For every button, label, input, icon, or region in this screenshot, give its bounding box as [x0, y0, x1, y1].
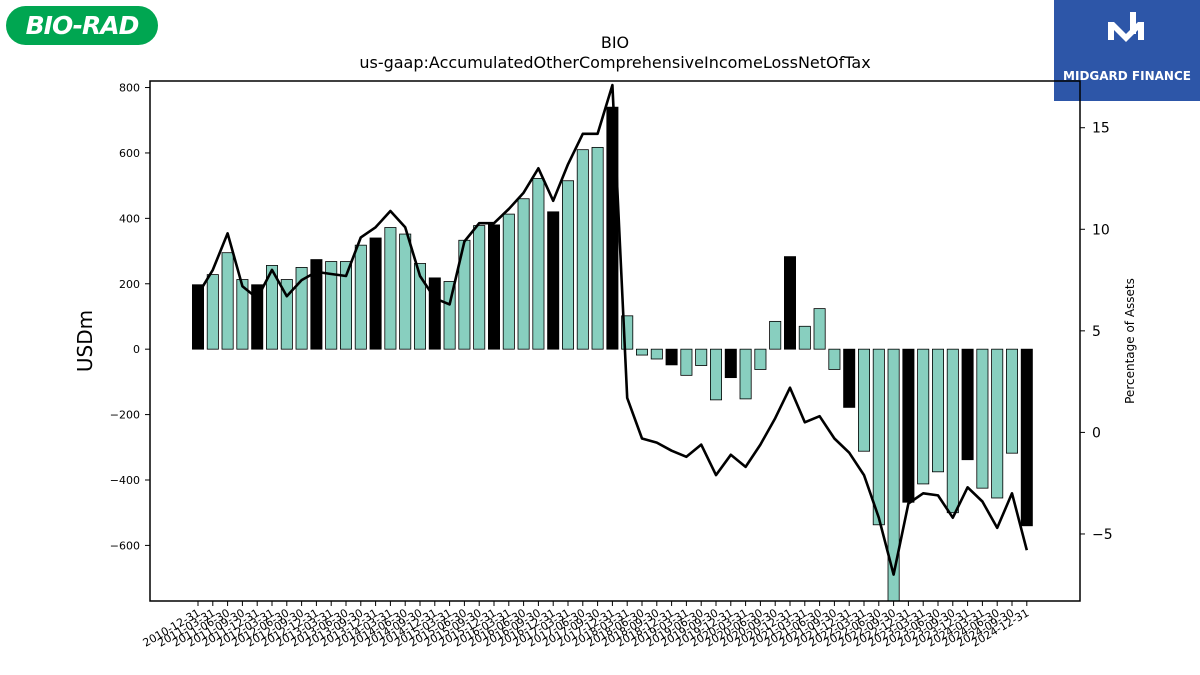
bar: [443, 281, 456, 350]
midgard-finance-logo: MIDGARD FINANCE: [1054, 0, 1200, 101]
chart-subtitle: us-gaap:AccumulatedOtherComprehensiveInc…: [359, 53, 870, 72]
bar: [695, 348, 708, 366]
bar: [917, 348, 930, 485]
bar: [784, 256, 797, 350]
y2-tick-label: 10: [1092, 222, 1110, 238]
bar: [621, 315, 634, 350]
y-axis-label: USDm: [73, 310, 97, 372]
bar: [265, 265, 278, 350]
bar: [961, 348, 974, 461]
bar: [236, 279, 249, 350]
chart-title: BIO: [601, 33, 629, 52]
bar: [384, 227, 397, 350]
bar: [739, 348, 752, 400]
bio-rad-logo: BIO-RAD: [6, 6, 158, 45]
bar: [1006, 348, 1019, 454]
bar: [369, 237, 382, 350]
bar: [280, 279, 293, 350]
bar: [650, 348, 663, 360]
midgard-logo-text: MIDGARD FINANCE: [1063, 69, 1191, 83]
bar: [473, 225, 486, 350]
y2-tick-label: 5: [1092, 324, 1101, 340]
bar: [769, 320, 782, 350]
bar: [946, 348, 959, 514]
bar: [310, 259, 323, 350]
bar: [932, 348, 945, 473]
bar: [547, 211, 560, 350]
y-tick-label: 0: [133, 343, 140, 356]
bar: [902, 348, 915, 503]
bio-rad-logo-text: BIO-RAD: [25, 11, 140, 40]
bar: [872, 348, 885, 526]
y-tick-label: 200: [119, 278, 140, 291]
bar: [339, 261, 352, 350]
bar: [325, 261, 338, 350]
plot-frame: [149, 80, 1081, 602]
bar: [976, 348, 989, 489]
bar: [576, 149, 589, 350]
bar: [724, 348, 737, 379]
y2-axis-label: Percentage of Assets: [1123, 278, 1137, 404]
y-tick-label: 600: [119, 147, 140, 160]
y-tick-label: −400: [110, 474, 140, 487]
bar: [991, 348, 1004, 499]
bar: [843, 348, 856, 408]
y-tick-label: −200: [110, 409, 140, 422]
line-layer: [196, 83, 1029, 576]
bar: [399, 233, 412, 350]
axes-layer: −600−400−2000200400600800−50510152010-12…: [110, 82, 1113, 650]
y-tick-label: −600: [110, 539, 140, 552]
y-tick-label: 400: [119, 212, 140, 225]
y2-tick-label: 0: [1092, 425, 1101, 441]
bar: [354, 244, 367, 350]
bar: [665, 348, 678, 366]
y2-tick-label: 15: [1092, 121, 1110, 137]
bar: [206, 274, 219, 350]
percentage-line: [196, 83, 1029, 576]
bar: [502, 213, 515, 350]
bar: [754, 348, 767, 370]
midgard-logo-mark: [1108, 12, 1144, 42]
bar-layer: [191, 106, 1033, 602]
bar: [1020, 348, 1033, 527]
bar: [828, 348, 841, 370]
bar: [532, 178, 545, 350]
bar: [221, 252, 234, 350]
bar: [562, 180, 575, 350]
bar: [591, 146, 604, 350]
y-tick-label: 800: [119, 82, 140, 95]
bar: [680, 348, 693, 376]
bar: [813, 308, 826, 350]
bar: [517, 198, 530, 350]
bar: [413, 263, 426, 350]
bar: [487, 224, 500, 350]
bar: [191, 284, 204, 350]
bar: [251, 284, 264, 350]
y2-tick-label: −5: [1092, 527, 1113, 543]
bar: [798, 325, 811, 350]
bar: [636, 348, 649, 356]
bar: [428, 277, 441, 350]
bar: [858, 348, 871, 452]
bar: [710, 348, 723, 401]
bar: [295, 267, 308, 350]
